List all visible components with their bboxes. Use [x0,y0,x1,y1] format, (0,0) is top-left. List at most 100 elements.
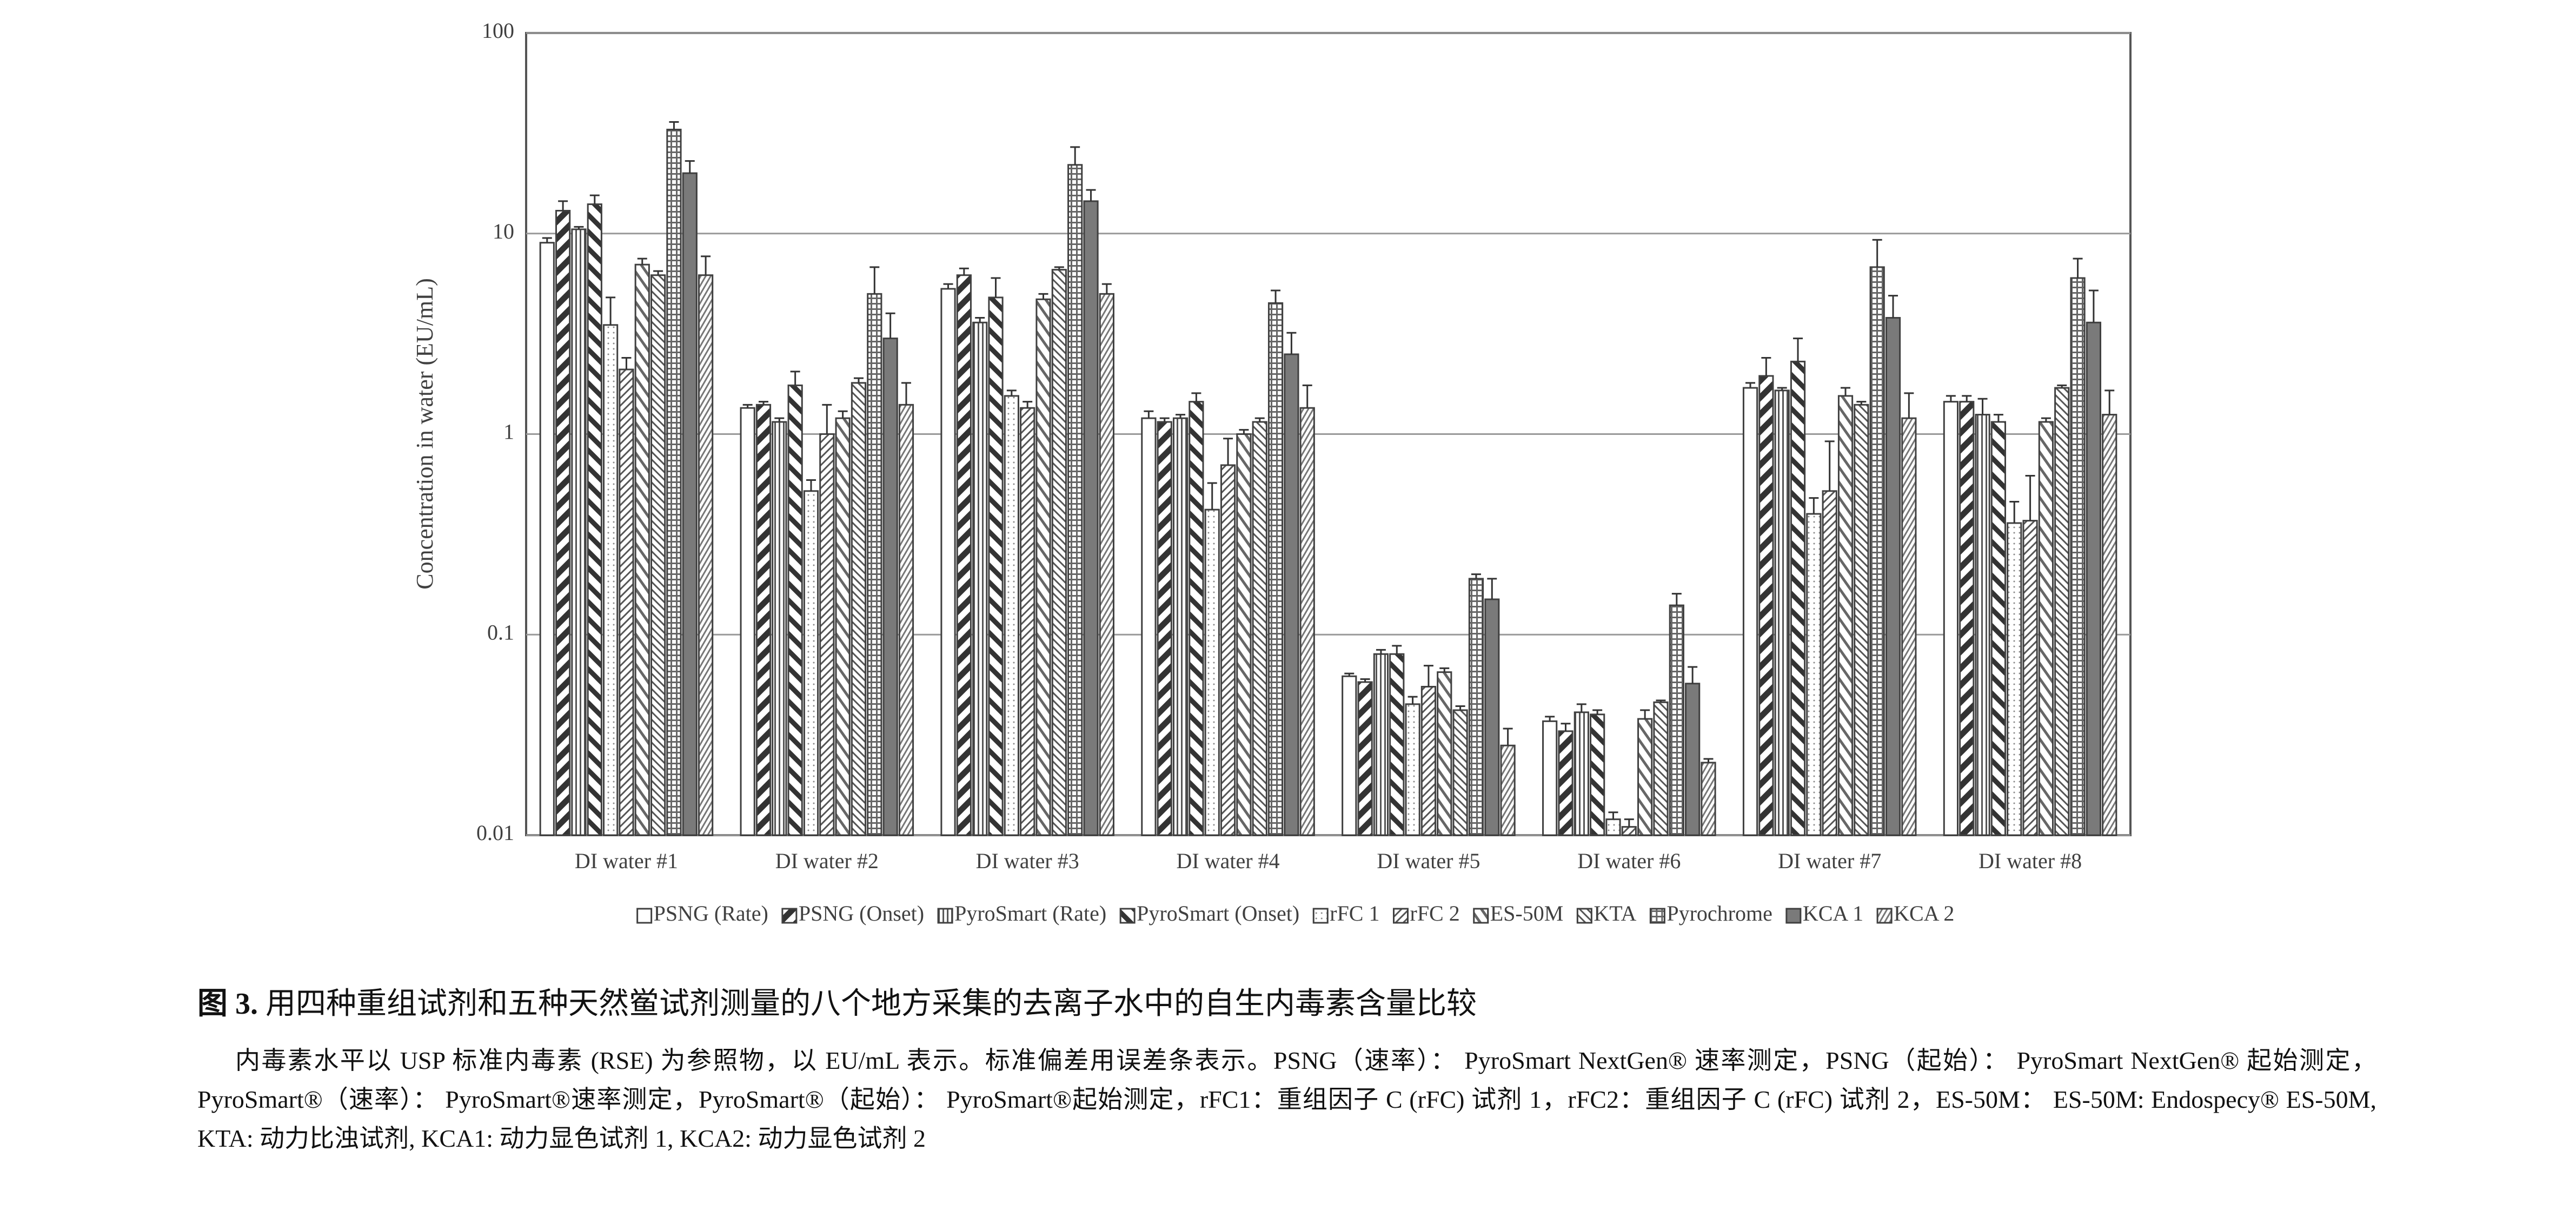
error-bar [790,371,800,386]
bar [1837,395,1854,836]
error-bar [1086,189,1096,201]
error-bar [1576,703,1586,712]
error-bar [1070,146,1080,165]
bar [1252,421,1267,836]
error-bar [1624,818,1634,827]
bar [634,263,650,836]
error-bar [1392,645,1402,655]
bar [1099,293,1114,836]
bar [698,274,714,836]
error-bar [901,382,911,405]
bar [539,242,555,836]
y-tick-label: 0.1 [487,620,514,644]
error-bar [1656,699,1666,703]
legend-item: ES-50M [1473,901,1563,925]
bar [555,210,571,836]
bar [1067,164,1083,836]
error-bar [2025,474,2035,521]
bar [2102,414,2117,836]
error-bar [2009,501,2020,524]
bar [1342,675,1357,836]
bar [1468,578,1484,836]
legend-item: KCA 2 [1876,901,1954,925]
error-bar [1946,395,1956,402]
bar [1558,730,1574,836]
y-tick-label: 100 [482,18,514,43]
bar [1172,417,1189,836]
bar [1267,302,1284,836]
error-bar [1809,497,1819,514]
bar [1653,701,1669,836]
error-bar [1144,410,1154,419]
legend-swatch [1649,908,1665,924]
caption-title: 图 3. 用四种重组试剂和五种天然鲎试剂测量的八个地方采集的去离子水中的自生内毒素… [197,979,1477,1023]
error-bar [1038,293,1048,300]
error-bar [1471,573,1481,579]
error-bar [1671,593,1682,606]
error-bar [589,194,600,204]
x-tick-label: DI water #2 [775,849,879,873]
legend-swatch [1876,908,1893,924]
error-bar [685,160,695,174]
bar [1975,414,1990,836]
x-tick-label: DI water #8 [1979,849,2082,873]
bar [1885,317,1901,836]
y-tick-label: 10 [493,219,514,243]
bar [1284,353,1299,836]
error-bar [774,417,785,422]
caption-heading: 用四种重组试剂和五种天然鲎试剂测量的八个地方采集的去离子水中的自生内毒素含量比较 [265,987,1477,1021]
bar [867,293,882,836]
bar [1035,298,1051,836]
error-bar [1640,709,1650,719]
error-bar [1592,709,1603,715]
error-bar [943,283,953,289]
legend-label: KTA [1594,901,1636,925]
bar [1685,683,1701,836]
bar [1004,395,1019,836]
error-bar [1006,389,1017,396]
error-bar [1423,665,1433,687]
bar [571,228,587,836]
error-bar [1223,438,1233,465]
bar [1869,266,1885,836]
error-bar [669,121,679,130]
bar [2038,421,2054,836]
error-bar [1207,482,1217,510]
bar [1822,490,1837,836]
error-bar [1824,440,1835,491]
bar [851,382,867,836]
caption-label: 图 3. [197,987,258,1021]
error-bar [558,200,568,211]
bar [1220,464,1236,836]
error-bar [885,312,895,339]
bar [1452,709,1468,836]
bar [882,338,898,836]
bar [650,274,666,836]
bar [787,384,803,836]
bar [803,490,819,836]
bar [2007,522,2022,836]
bar [940,288,956,836]
bar [1542,720,1558,836]
error-bar [1191,392,1201,402]
bar [682,172,698,836]
legend-item: Pyrochrome [1649,901,1772,925]
error-bar [1993,414,2003,422]
legend-label: PyroSmart (Rate) [954,901,1106,925]
bar [1357,681,1373,836]
bar [1758,375,1774,836]
legend-item: KCA 1 [1785,901,1863,925]
error-bar [869,266,880,294]
bar [1790,360,1806,836]
error-bar [1872,239,1882,267]
error-bar [1239,429,1249,434]
bar [1774,389,1790,836]
bar [587,203,602,836]
bar [1701,762,1716,836]
bar [755,404,772,836]
error-bar [1962,395,1972,402]
legend-item: PSNG (Onset) [781,901,924,925]
error-bar [1608,811,1618,819]
legend-swatch [1392,908,1409,924]
